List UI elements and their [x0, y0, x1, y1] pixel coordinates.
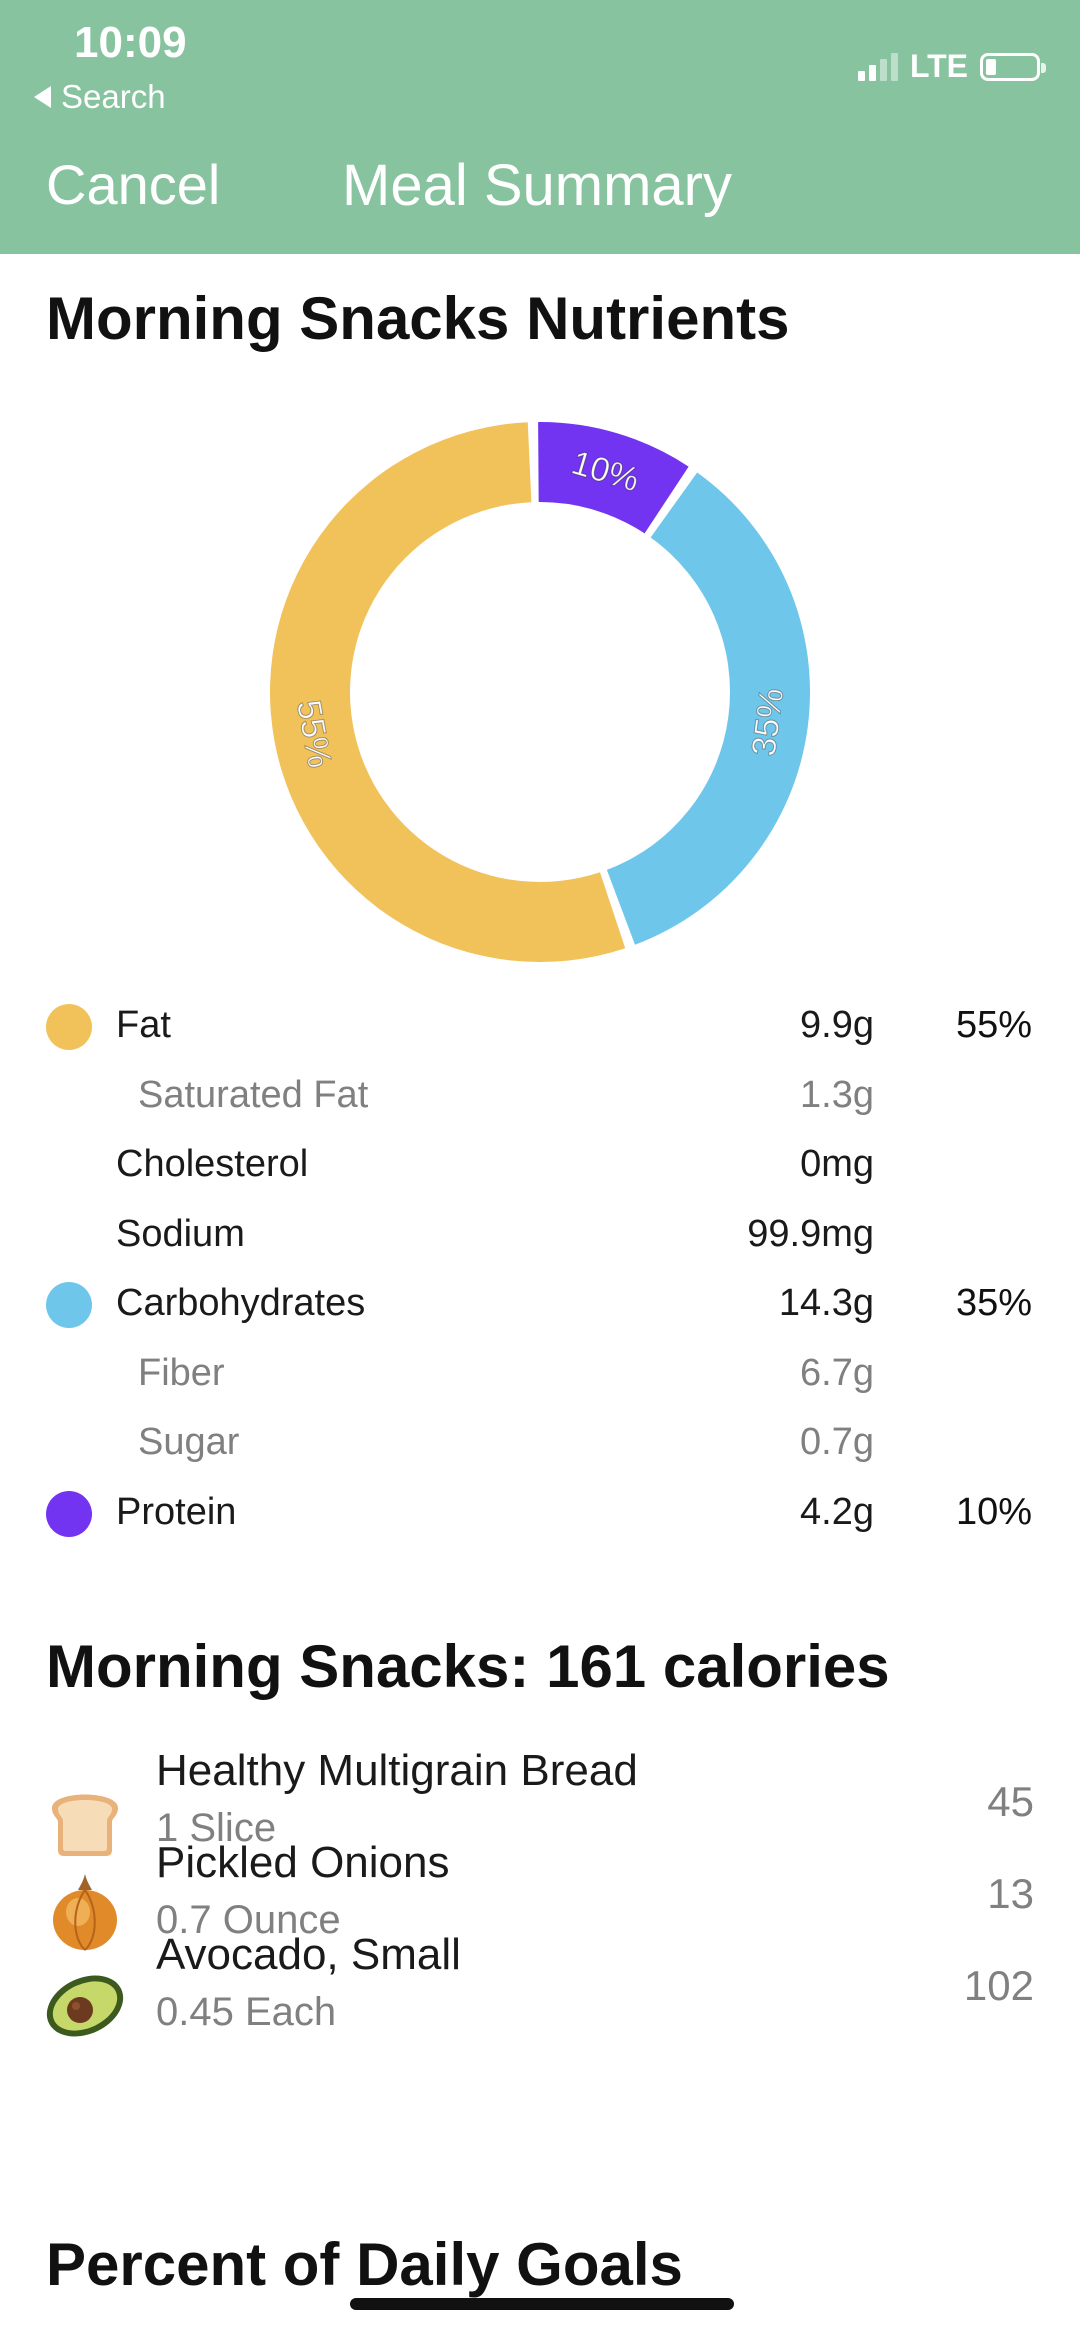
food-quantity: 0.45 Each: [156, 1990, 337, 2034]
network-type: LTE: [909, 48, 968, 84]
nutrients-section-title: Morning Snacks Nutrients: [46, 285, 790, 352]
nutrient-percent: 10%: [955, 1491, 1032, 1533]
food-quantity: 0.7 Ounce: [156, 1898, 341, 1942]
food-calories: 45: [987, 1778, 1034, 1825]
onion-icon: [42, 1868, 128, 1954]
nutrient-name: Sugar: [138, 1421, 240, 1463]
nutrient-name: Sodium: [116, 1213, 245, 1255]
battery-icon: [980, 52, 1046, 81]
nutrient-name: Protein: [116, 1491, 237, 1533]
status-indicators: LTE: [857, 48, 1046, 85]
back-to-search-link[interactable]: Search: [34, 78, 166, 116]
donut-slice-fat: [270, 422, 626, 962]
food-item-row[interactable]: Healthy Multigrain Bread 1 Slice 45: [0, 1746, 1080, 1876]
nutrient-name: Carbohydrates: [116, 1282, 366, 1324]
food-quantity: 1 Slice: [156, 1806, 277, 1850]
signal-bar: [857, 70, 865, 81]
nutrient-name: Saturated Fat: [138, 1074, 369, 1116]
donut-slice-protein: [538, 422, 689, 534]
signal-bar: [868, 64, 876, 81]
food-name: Healthy Multigrain Bread: [156, 1746, 638, 1795]
daily-goals-section-title: Percent of Daily Goals: [46, 2231, 683, 2298]
bread-icon: [42, 1776, 128, 1862]
nutrient-row: Fat 9.9g 55%: [0, 998, 1080, 1058]
legend-dot-icon: [46, 1282, 92, 1328]
nutrient-amount: 6.7g: [800, 1352, 874, 1394]
food-calories: 102: [963, 1962, 1034, 2009]
nutrient-row: Protein 4.2g 10%: [0, 1485, 1080, 1545]
donut-slice-carbohydrates: [606, 472, 810, 945]
nutrient-amount: 9.9g: [800, 1004, 874, 1046]
nutrient-amount: 4.2g: [800, 1491, 874, 1533]
battery-level-fill: [986, 58, 996, 75]
food-item-row[interactable]: Pickled Onions 0.7 Ounce 13: [0, 1838, 1080, 1968]
nutrient-row: Carbohydrates 14.3g 35%: [0, 1276, 1080, 1336]
food-name: Pickled Onions: [156, 1838, 450, 1887]
nutrient-amount: 0mg: [800, 1143, 874, 1185]
nutrient-row: Sodium 99.9mg: [0, 1207, 1080, 1267]
signal-strength-icon: [857, 52, 898, 81]
nutrient-name: Fat: [116, 1004, 171, 1046]
back-search-label: Search: [61, 78, 166, 115]
nutrient-amount: 0.7g: [800, 1421, 874, 1463]
nutrient-row: Cholesterol 0mg: [0, 1137, 1080, 1197]
food-name: Avocado, Small: [156, 1930, 461, 1979]
foods-section-title: Morning Snacks: 161 calories: [46, 1633, 890, 1700]
signal-bar: [879, 58, 887, 81]
home-indicator: [350, 2298, 734, 2310]
nutrient-row: Saturated Fat 1.3g: [0, 1068, 1080, 1128]
nutrient-row: Sugar 0.7g: [0, 1415, 1080, 1475]
legend-dot-icon: [46, 1491, 92, 1537]
nutrient-amount: 14.3g: [778, 1282, 874, 1324]
avocado-icon: [42, 1960, 128, 2046]
back-arrow-icon: [34, 86, 51, 108]
donut-slice-label: 35%: [745, 686, 792, 758]
battery-cap: [1041, 62, 1046, 73]
cancel-button[interactable]: Cancel: [46, 153, 221, 216]
nutrient-percent: 55%: [955, 1004, 1032, 1046]
legend-dot-icon: [46, 1004, 92, 1050]
nutrient-name: Fiber: [138, 1352, 225, 1394]
food-calories: 13: [987, 1870, 1034, 1917]
page-title: Meal Summary: [342, 153, 732, 218]
signal-bar: [890, 52, 898, 81]
nutrient-name: Cholesterol: [116, 1143, 309, 1185]
nutrient-percent: 35%: [955, 1282, 1032, 1324]
app-header: 10:09 Search LTE Cancel Meal Summary: [0, 0, 1080, 254]
donut-chart-svg: 10%35%55%: [270, 422, 810, 962]
nutrient-amount: 99.9mg: [747, 1213, 874, 1255]
nutrient-row: Fiber 6.7g: [0, 1346, 1080, 1406]
nutrient-amount: 1.3g: [800, 1074, 874, 1116]
status-time: 10:09: [74, 18, 187, 67]
food-item-row[interactable]: Avocado, Small 0.45 Each 102: [0, 1930, 1080, 2060]
macronutrient-donut-chart: 10% 35% 55%: [270, 422, 810, 962]
